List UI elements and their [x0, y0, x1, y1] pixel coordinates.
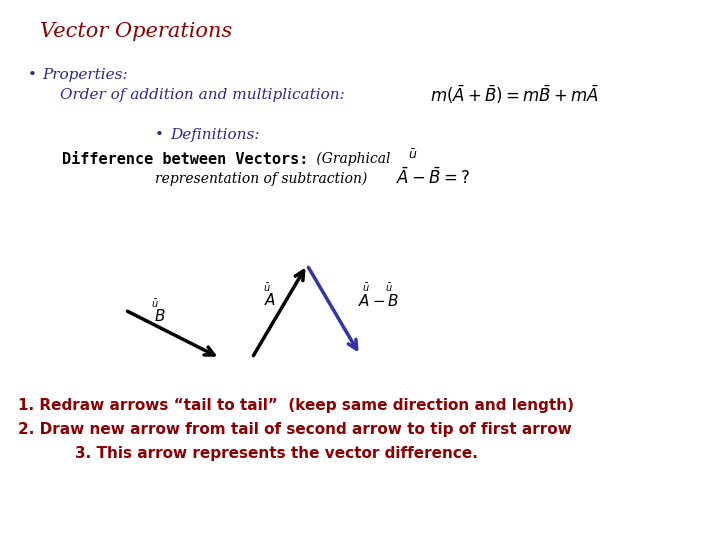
Text: Definitions:: Definitions: — [170, 128, 259, 142]
Text: $\bar{u}$: $\bar{u}$ — [385, 282, 392, 294]
Text: $\bar{A}-\bar{B}=?$: $\bar{A}-\bar{B}=?$ — [396, 168, 470, 188]
Text: Order of addition and multiplication:: Order of addition and multiplication: — [60, 88, 345, 102]
Text: Difference between Vectors:: Difference between Vectors: — [62, 152, 308, 167]
Text: $m(\bar{A}+\bar{B})=m\bar{B}+m\bar{A}$: $m(\bar{A}+\bar{B})=m\bar{B}+m\bar{A}$ — [430, 84, 599, 106]
Text: 1. Redraw arrows “tail to tail”  (keep same direction and length): 1. Redraw arrows “tail to tail” (keep sa… — [18, 398, 574, 413]
Text: •: • — [28, 68, 37, 82]
Text: 2. Draw new arrow from tail of second arrow to tip of first arrow: 2. Draw new arrow from tail of second ar… — [18, 422, 572, 437]
Text: •: • — [155, 128, 164, 142]
Text: $\bar{u}$: $\bar{u}$ — [263, 282, 271, 294]
Text: $\bar{u}$: $\bar{u}$ — [362, 282, 370, 294]
Text: 3. This arrow represents the vector difference.: 3. This arrow represents the vector diff… — [75, 446, 478, 461]
Text: Properties:: Properties: — [42, 68, 127, 82]
Text: $\bar{u}$: $\bar{u}$ — [408, 148, 418, 161]
Text: $B$: $B$ — [154, 308, 166, 324]
Text: representation of subtraction): representation of subtraction) — [155, 172, 367, 186]
Text: $A$: $A$ — [264, 292, 276, 308]
Text: (Graphical: (Graphical — [312, 152, 390, 166]
Text: $\bar{u}$: $\bar{u}$ — [151, 298, 159, 310]
Text: $A-B$: $A-B$ — [358, 293, 400, 309]
Text: Vector Operations: Vector Operations — [40, 22, 233, 41]
